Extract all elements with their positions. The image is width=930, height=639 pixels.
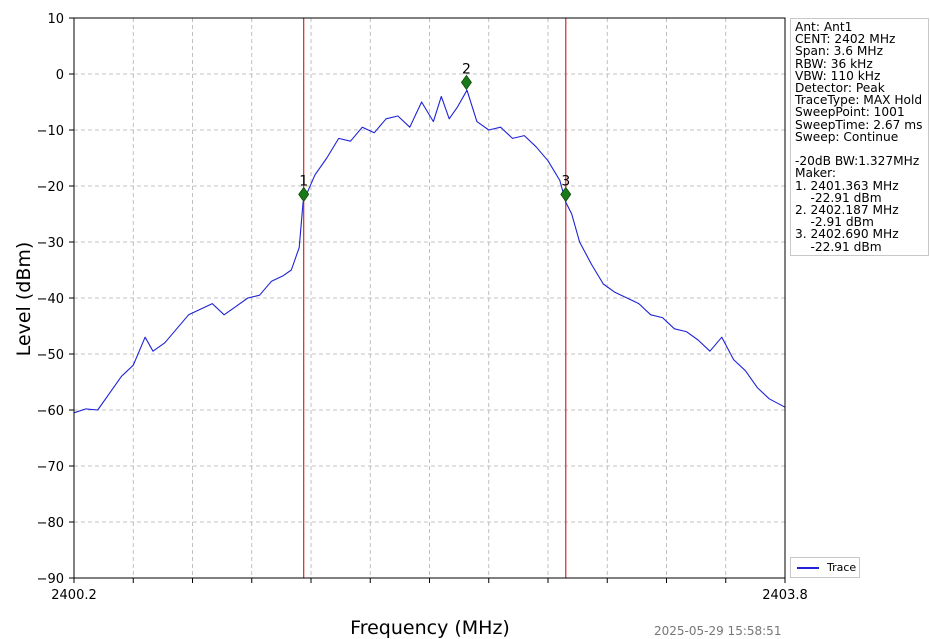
marker-label: 3 <box>561 173 570 189</box>
x-axis-label: Frequency (MHz) <box>350 617 510 639</box>
y-tick-label: −70 <box>37 460 64 475</box>
y-tick-label: −20 <box>37 180 64 195</box>
plot-frame <box>73 17 786 579</box>
y-tick-label: 0 <box>56 68 64 83</box>
marker-diamond <box>298 186 310 203</box>
bandwidth-lines <box>303 18 567 578</box>
info-line: Ant: Ant1 <box>795 20 853 34</box>
info-line: VBW: 110 kHz <box>795 68 881 83</box>
trace-line <box>73 89 786 414</box>
info-line: -22.91 dBm <box>795 190 882 205</box>
info-line: Span: 3.6 MHz <box>795 44 883 59</box>
grid-lines <box>74 18 785 578</box>
marker-diamond <box>560 186 572 203</box>
timestamp: 2025-05-29 15:58:51 <box>654 624 782 638</box>
axes <box>69 17 786 583</box>
info-line: SweepTime: 2.67 ms <box>795 117 923 132</box>
y-axis-label: Level (dBm) <box>13 242 35 357</box>
markers: 1 2 3 <box>298 61 572 203</box>
instrument-settings-panel: Ant: Ant1 CENT: 2402 MHz Span: 3.6 MHz RBW:… <box>790 18 929 256</box>
y-tick-label: −60 <box>37 404 64 419</box>
y-tick-label: −40 <box>37 292 64 307</box>
y-tick-label: −30 <box>37 236 64 251</box>
y-tick-label: 10 <box>47 12 64 27</box>
info-line: RBW: 36 kHz <box>795 56 873 71</box>
legend-label: Trace <box>827 561 857 574</box>
info-line: 2. 2402.187 MHz <box>795 203 899 218</box>
y-tick-label: −90 <box>37 572 64 587</box>
marker-label: 1 <box>299 173 308 189</box>
y-tick-label: −10 <box>37 124 64 139</box>
trace-line-group <box>73 89 786 414</box>
info-line: -20dB BW:1.327MHz <box>795 154 920 169</box>
info-line: SweepPoint: 1001 <box>795 105 905 120</box>
info-line: 1. 2401.363 MHz <box>795 178 899 193</box>
x-tick-label: 2403.8 <box>762 588 808 603</box>
marker-diamond <box>460 74 472 91</box>
info-line: Sweep: Continue <box>795 129 899 144</box>
info-line: Detector: Peak <box>795 81 885 96</box>
legend: Trace <box>790 557 860 578</box>
legend-swatch <box>797 567 819 569</box>
info-line: TraceType: MAX Hold <box>795 93 923 108</box>
marker-label: 2 <box>462 61 471 77</box>
x-tick-label: 2400.2 <box>51 588 97 603</box>
info-line: -22.91 dBm <box>795 239 882 254</box>
y-tick-label: −50 <box>37 348 64 363</box>
info-line: Maker: <box>795 166 837 181</box>
info-line: 3. 2402.690 MHz <box>795 227 899 242</box>
y-tick-label: −80 <box>37 516 64 531</box>
info-line: CENT: 2402 MHz <box>795 32 896 47</box>
info-line: -2.91 dBm <box>795 215 874 230</box>
